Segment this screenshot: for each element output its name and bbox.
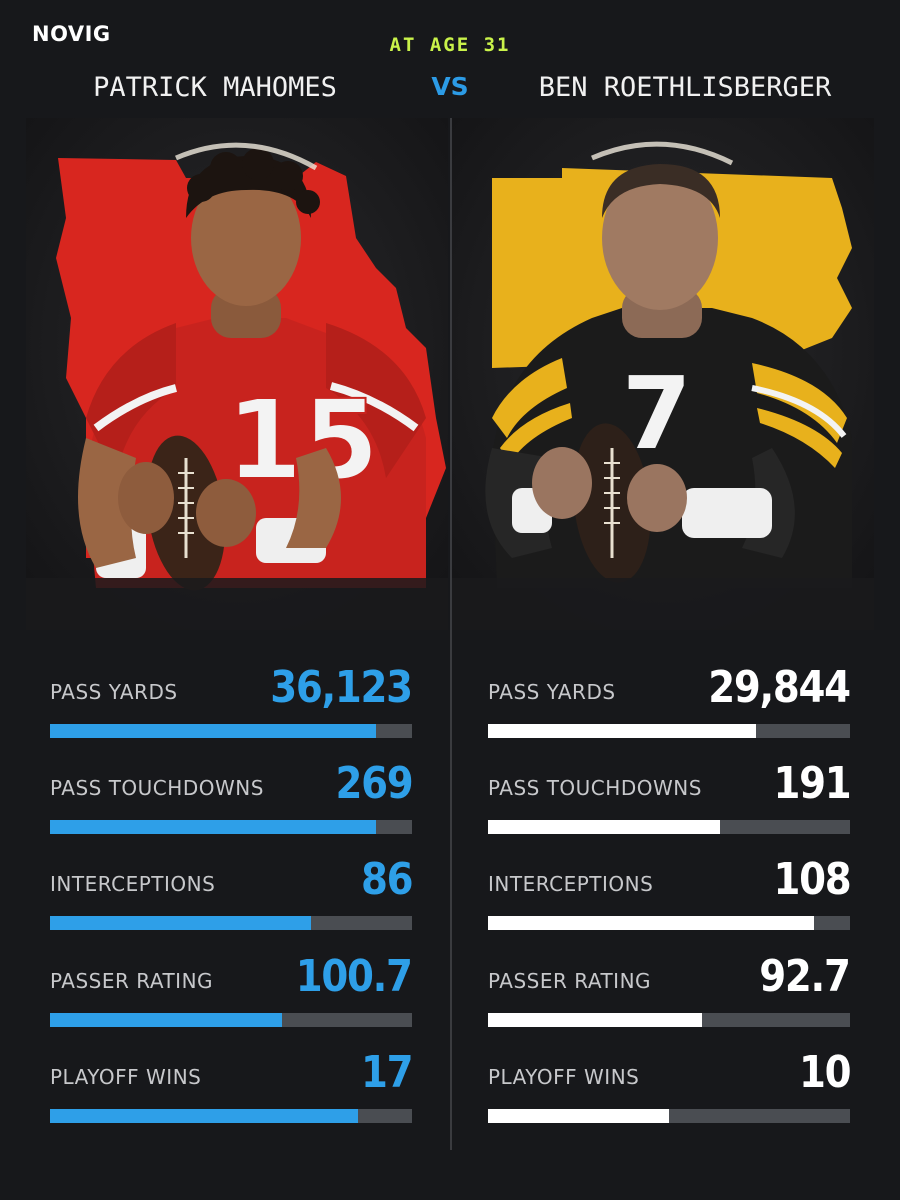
stat-bar-track — [488, 820, 850, 834]
stat-value: 10 — [798, 1047, 852, 1098]
stat-bar-track — [50, 1109, 412, 1123]
stat-label: PASSER RATING — [50, 969, 214, 993]
player-photo-roethlisberger: 7 — [452, 118, 874, 630]
stat-bar-fill — [488, 1013, 702, 1027]
stat-label: PASSER RATING — [488, 969, 652, 993]
stat-row: PASS YARDS 29,844 — [488, 662, 851, 738]
stat-value: 191 — [773, 758, 851, 809]
stat-value: 29,844 — [708, 662, 851, 713]
stat-value: 36,123 — [270, 662, 413, 713]
stat-row: PLAYOFF WINS 10 — [488, 1047, 851, 1123]
player-name-right: BEN ROETHLISBERGER — [538, 72, 832, 103]
stat-bar-fill — [50, 820, 376, 834]
stat-value: 269 — [335, 758, 413, 809]
stat-bar-track — [488, 724, 850, 738]
stat-value: 92.7 — [759, 951, 852, 1002]
stat-label: PLAYOFF WINS — [488, 1065, 640, 1089]
stat-value: 86 — [360, 854, 414, 905]
stat-bar-track — [488, 1109, 850, 1123]
stat-label: INTERCEPTIONS — [50, 872, 216, 896]
stat-value: 100.7 — [296, 951, 413, 1002]
stat-row: INTERCEPTIONS 108 — [488, 854, 851, 930]
player-photo-mahomes: 15 — [26, 118, 448, 630]
stat-bar-fill — [488, 1109, 669, 1123]
stat-bar-fill — [50, 916, 311, 930]
stat-row: PASS TOUCHDOWNS 269 — [50, 758, 413, 834]
center-divider — [450, 118, 452, 1150]
stat-bar-fill — [50, 1109, 358, 1123]
stat-bar-track — [488, 1013, 850, 1027]
vs-label: VS — [431, 72, 469, 101]
stat-bar-fill — [488, 724, 756, 738]
stat-value: 17 — [360, 1047, 414, 1098]
stat-label: PASS TOUCHDOWNS — [50, 776, 264, 800]
stat-bar-track — [50, 1013, 412, 1027]
stat-bar-fill — [488, 820, 720, 834]
stat-bar-fill — [488, 916, 814, 930]
stat-bar-fill — [50, 724, 376, 738]
stat-label: PASS TOUCHDOWNS — [488, 776, 702, 800]
novig-logo: NOVIG — [32, 22, 111, 46]
stat-bar-track — [50, 916, 412, 930]
player-name-left: PATRICK MAHOMES — [93, 72, 337, 103]
stat-bar-track — [488, 916, 850, 930]
stat-row: INTERCEPTIONS 86 — [50, 854, 413, 930]
age-subtitle: AT AGE 31 — [389, 34, 511, 56]
stat-row: PASSER RATING 92.7 — [488, 951, 851, 1027]
stat-bar-track — [50, 724, 412, 738]
stat-label: PLAYOFF WINS — [50, 1065, 202, 1089]
stat-bar-track — [50, 820, 412, 834]
stat-label: INTERCEPTIONS — [488, 872, 654, 896]
stat-row: PASS YARDS 36,123 — [50, 662, 413, 738]
stat-row: PASSER RATING 100.7 — [50, 951, 413, 1027]
stat-bar-fill — [50, 1013, 282, 1027]
stat-value: 108 — [773, 854, 851, 905]
stat-label: PASS YARDS — [488, 680, 616, 704]
stat-row: PASS TOUCHDOWNS 191 — [488, 758, 851, 834]
stat-row: PLAYOFF WINS 17 — [50, 1047, 413, 1123]
stat-label: PASS YARDS — [50, 680, 178, 704]
